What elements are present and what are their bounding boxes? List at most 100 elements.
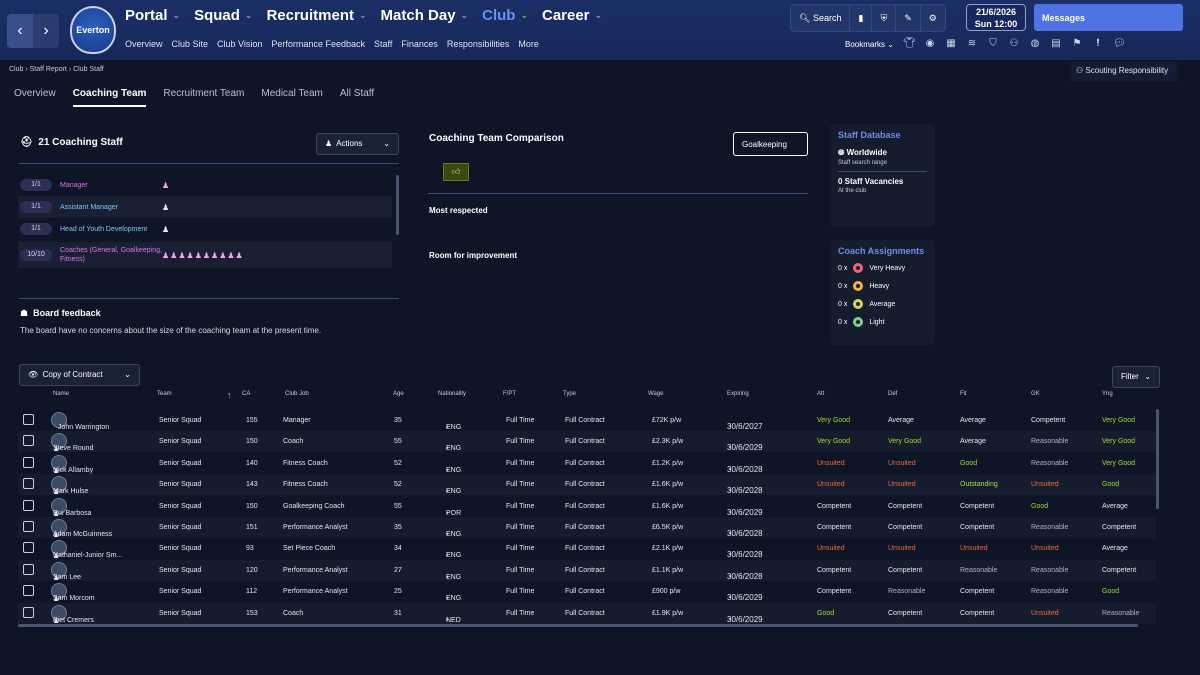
coins-icon[interactable]: ≋	[967, 38, 977, 49]
column-header-name[interactable]: Name	[53, 391, 70, 397]
row-checkbox[interactable]	[23, 414, 34, 425]
column-header-att[interactable]: Att	[817, 391, 825, 397]
tab-coaching-team[interactable]: Coaching Team	[72, 88, 147, 107]
avatar	[51, 412, 67, 428]
thumbs-up-icon[interactable]: 👍︎	[443, 163, 469, 181]
row-checkbox[interactable]	[23, 456, 34, 468]
column-header-gk[interactable]: GK	[1031, 391, 1040, 397]
view-dropdown[interactable]: 👁︎ Copy of Contract ⌄	[19, 364, 140, 386]
subnav-more[interactable]: More	[518, 39, 539, 49]
column-header-age[interactable]: Age	[393, 391, 404, 397]
row-checkbox[interactable]	[23, 435, 34, 447]
column-header-fit[interactable]: Fit	[960, 391, 967, 397]
wage-cell: £1.6K p/w	[652, 481, 684, 489]
actions-dropdown[interactable]: ♟ Actions ⌄	[316, 133, 399, 155]
subnav-finances[interactable]: Finances	[401, 39, 438, 49]
table-horizontal-scrollbar[interactable]	[18, 624, 1138, 627]
role-row[interactable]: 1/1 Manager ♟	[18, 174, 392, 196]
role-row[interactable]: 1/1 Assistant Manager ♟	[18, 196, 392, 218]
subnav-staff[interactable]: Staff	[373, 39, 393, 49]
document-icon[interactable]: ▤	[1051, 38, 1061, 49]
pen-icon[interactable]: ✎	[896, 5, 921, 31]
table-row[interactable]: ♟ Piet Cremers Senior Squad 153 Coach 31 ▪ NE…	[18, 602, 1156, 625]
nav-portal[interactable]: Portal ⌄	[125, 7, 180, 24]
column-header-expiring[interactable]: Expiring	[727, 391, 749, 397]
sort-ascending-icon[interactable]: ↑	[227, 390, 232, 400]
column-header-yng[interactable]: Yng	[1102, 391, 1113, 397]
table-row[interactable]: John Warrington Senior Squad 155 Manager 35 ▪…	[18, 410, 1156, 431]
bookmark-icon[interactable]: ▮	[850, 5, 873, 31]
breadcrumb-item[interactable]: Club	[9, 66, 24, 73]
column-header-nationality[interactable]: Nationality	[438, 391, 467, 397]
calendar-icon[interactable]: ▦	[946, 38, 956, 49]
nav-squad[interactable]: Squad ⌄	[194, 7, 252, 24]
table-scrollbar[interactable]	[1156, 409, 1159, 509]
column-header-type[interactable]: Type	[563, 391, 577, 397]
subnav-responsibilities[interactable]: Responsibilities	[446, 39, 510, 49]
nav-career[interactable]: Career ⌄	[542, 7, 602, 24]
column-header-club-job[interactable]: Club Job	[285, 391, 309, 397]
tab-medical-team[interactable]: Medical Team	[261, 88, 323, 99]
trophy-icon[interactable]: ◍	[1030, 38, 1040, 49]
table-row[interactable]: ♟ Sam Morcom Senior Squad 112 Performance A…	[18, 581, 1156, 603]
role-row[interactable]: 1/1 Head of Youth Development ♟	[18, 218, 392, 240]
table-row[interactable]: ♟ Nick Allamby Senior Squad 140 Fitness Coa…	[18, 453, 1156, 475]
row-checkbox[interactable]	[23, 606, 34, 618]
tab-all-staff[interactable]: All Staff	[339, 88, 375, 99]
exclaim-icon[interactable]: ❗︎	[1096, 38, 1100, 49]
table-row[interactable]: ♟ Adam McGuinness Senior Squad 151 Performa…	[18, 517, 1156, 539]
comparison-select[interactable]: Goalkeeping	[733, 132, 808, 156]
roles-scrollbar[interactable]	[396, 175, 399, 235]
row-checkbox[interactable]	[23, 563, 34, 575]
nav-match-day[interactable]: Match Day ⌄	[381, 7, 469, 24]
chevron-down-icon: ⌄	[358, 10, 367, 20]
table-row[interactable]: ♟ Nathaniel-Junior Sm... Senior Squad 93 Se…	[18, 538, 1156, 560]
row-checkbox[interactable]	[23, 499, 34, 511]
person-icon: ♟	[53, 446, 60, 454]
table-row[interactable]: ♟ Mark Hulse Senior Squad 143 Fitness Coach…	[18, 474, 1156, 496]
row-checkbox[interactable]	[23, 585, 34, 597]
subnav-performance-feedback[interactable]: Performance Feedback	[271, 39, 365, 49]
table-row[interactable]: ♟ Sam Lee Senior Squad 120 Performance Anal…	[18, 559, 1156, 582]
shirt-icon[interactable]: 👕︎	[902, 38, 916, 49]
subnav-club-site[interactable]: Club Site	[171, 39, 209, 49]
badge-icon[interactable]: ⛉	[989, 38, 997, 49]
role-row[interactable]: 10/10 Coaches (General, Goalkeeping, Fit…	[18, 242, 392, 268]
subnav-overview[interactable]: Overview	[125, 39, 163, 49]
table-row[interactable]: ♟ Steve Round Senior Squad 150 Coach 55 ▪ ENG…	[18, 431, 1156, 454]
chat-icon[interactable]: 💬︎	[1112, 38, 1126, 49]
forward-button[interactable]: ›	[43, 22, 49, 39]
row-checkbox[interactable]	[23, 521, 34, 532]
scouting-responsibility-button[interactable]: ⚇ Scouting Responsibility	[1070, 62, 1178, 81]
tab-recruitment-team[interactable]: Recruitment Team	[163, 88, 245, 99]
shield-icon[interactable]: ⛨	[872, 5, 897, 31]
breadcrumb-item[interactable]: Club Staff	[73, 66, 104, 73]
nav-recruitment[interactable]: Recruitment ⌄	[266, 7, 366, 24]
filter-button[interactable]: Filter ⌄	[1112, 366, 1160, 388]
gear-icon[interactable]: ⚙	[928, 12, 937, 23]
nav-club[interactable]: Club ⌄	[482, 7, 528, 24]
team-cell: Senior Squad	[159, 481, 202, 489]
bookmarks-dropdown[interactable]: Bookmarks ⌄	[845, 39, 894, 49]
tab-overview[interactable]: Overview	[14, 88, 56, 99]
rating-gk: Good	[1031, 502, 1049, 510]
date-display[interactable]: 21/6/2026 Sun 12:00	[966, 4, 1026, 31]
search-button[interactable]: 🔍︎ Search	[791, 5, 851, 31]
back-button[interactable]: ‹	[7, 14, 33, 48]
subnav-club-vision[interactable]: Club Vision	[217, 39, 263, 49]
flag-icon[interactable]: ⚑	[1072, 38, 1082, 49]
staff-database-card[interactable]: Staff Database 🌐︎ Worldwide Staff search…	[830, 124, 935, 227]
crest-icon[interactable]: ◉	[925, 38, 935, 49]
column-header-team[interactable]: Team	[157, 391, 172, 397]
messages-button[interactable]: Messages	[1034, 4, 1183, 31]
column-header-wage[interactable]: Wage	[648, 391, 664, 397]
people-icon[interactable]: ⚇	[1009, 38, 1019, 49]
table-row[interactable]: ♟ Rui Barbosa Senior Squad 150 Goalkeeping …	[18, 496, 1156, 518]
column-header-ca[interactable]: CA	[242, 391, 251, 397]
row-checkbox[interactable]	[23, 542, 34, 554]
column-header-def[interactable]: Def	[888, 391, 898, 397]
row-checkbox[interactable]	[23, 478, 34, 490]
column-header-f-pt[interactable]: F/PT	[503, 391, 516, 397]
breadcrumb-item[interactable]: Staff Report	[29, 66, 67, 73]
club-crest-icon[interactable]: Everton	[70, 6, 116, 54]
